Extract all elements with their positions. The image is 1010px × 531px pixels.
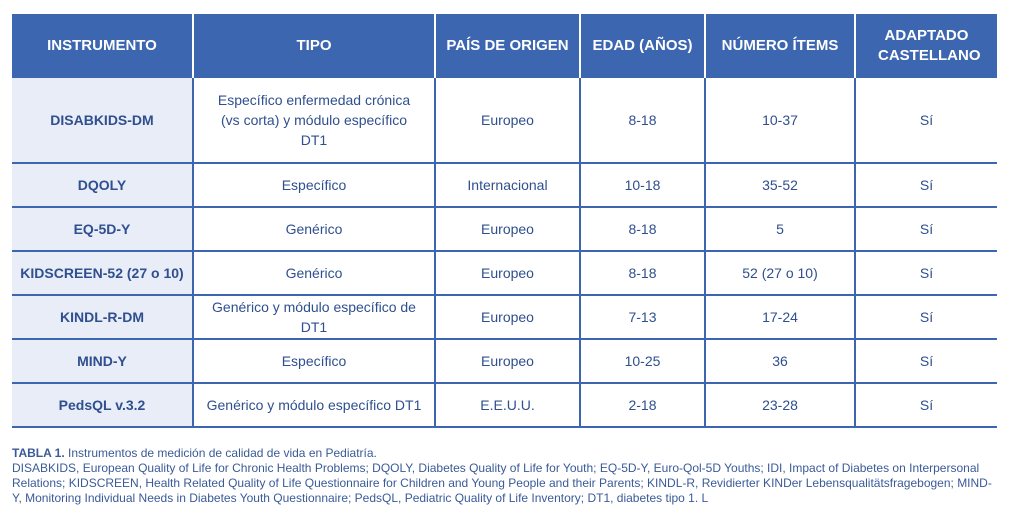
instruments-table-container: INSTRUMENTO TIPO PAÍS DE ORIGEN EDAD (AÑ… — [12, 14, 997, 428]
cell-tipo: Específico — [192, 163, 435, 208]
header-instrumento: INSTRUMENTO — [12, 14, 193, 78]
table-row: MIND-Y Específico Europeo 10-25 36 Sí — [12, 339, 997, 384]
caption-notes: DISABKIDS, European Quality of Life for … — [12, 461, 992, 505]
cell-items: 36 — [704, 339, 855, 384]
cell-edad: 8-18 — [579, 207, 705, 252]
header-edad: EDAD (AÑOS) — [579, 14, 705, 78]
cell-instrumento: KIDSCREEN-52 (27 o 10) — [12, 251, 193, 296]
cell-items: 35-52 — [704, 163, 855, 208]
cell-pais: Europeo — [434, 78, 580, 164]
cell-pais: Europeo — [434, 339, 580, 384]
cell-tipo: Genérico — [192, 251, 435, 296]
table-row: KINDL-R-DM Genérico y módulo específico … — [12, 295, 997, 340]
cell-tipo: Específico — [192, 339, 435, 384]
cell-edad: 2-18 — [579, 383, 705, 428]
cell-instrumento: MIND-Y — [12, 339, 193, 384]
cell-instrumento: EQ-5D-Y — [12, 207, 193, 252]
cell-pais: Internacional — [434, 163, 580, 208]
cell-tipo: Genérico — [192, 207, 435, 252]
header-tipo: TIPO — [192, 14, 435, 78]
cell-tipo: Genérico y módulo específico DT1 — [192, 383, 435, 428]
cell-pais: Europeo — [434, 295, 580, 340]
caption-label: TABLA 1. — [12, 446, 65, 460]
table-row: EQ-5D-Y Genérico Europeo 8-18 5 Sí — [12, 207, 997, 252]
cell-items: 5 — [704, 207, 855, 252]
cell-instrumento: KINDL-R-DM — [12, 295, 193, 340]
cell-items: 52 (27 o 10) — [704, 251, 855, 296]
cell-instrumento: PedsQL v.3.2 — [12, 383, 193, 428]
table-caption: TABLA 1. Instrumentos de medición de cal… — [12, 446, 997, 506]
cell-tipo: Específico enfermedad crónica (vs corta)… — [192, 78, 435, 164]
table-row: DQOLY Específico Internacional 10-18 35-… — [12, 163, 997, 208]
cell-items: 23-28 — [704, 383, 855, 428]
cell-adaptado: Sí — [854, 78, 997, 164]
table-row: KIDSCREEN-52 (27 o 10) Genérico Europeo … — [12, 251, 997, 296]
cell-pais: E.E.U.U. — [434, 383, 580, 428]
table-row: DISABKIDS-DM Específico enfermedad cróni… — [12, 78, 997, 164]
cell-edad: 8-18 — [579, 251, 705, 296]
header-adaptado-castellano: ADAPTADO CASTELLANO — [854, 14, 997, 78]
cell-edad: 10-18 — [579, 163, 705, 208]
table-row: PedsQL v.3.2 Genérico y módulo específic… — [12, 383, 997, 428]
cell-pais: Europeo — [434, 207, 580, 252]
cell-pais: Europeo — [434, 251, 580, 296]
cell-items: 17-24 — [704, 295, 855, 340]
caption-title-line: TABLA 1. Instrumentos de medición de cal… — [12, 446, 997, 461]
cell-edad: 10-25 — [579, 339, 705, 384]
cell-adaptado: Sí — [854, 207, 997, 252]
cell-instrumento: DQOLY — [12, 163, 193, 208]
cell-adaptado: Sí — [854, 251, 997, 296]
cell-items: 10-37 — [704, 78, 855, 164]
cell-adaptado: Sí — [854, 163, 997, 208]
cell-edad: 8-18 — [579, 78, 705, 164]
header-pais-origen: PAÍS DE ORIGEN — [434, 14, 580, 78]
cell-instrumento: DISABKIDS-DM — [12, 78, 193, 164]
instruments-table: INSTRUMENTO TIPO PAÍS DE ORIGEN EDAD (AÑ… — [12, 14, 997, 428]
cell-edad: 7-13 — [579, 295, 705, 340]
caption-title: Instrumentos de medición de calidad de v… — [64, 446, 377, 460]
cell-adaptado: Sí — [854, 295, 997, 340]
cell-adaptado: Sí — [854, 383, 997, 428]
table-header-row: INSTRUMENTO TIPO PAÍS DE ORIGEN EDAD (AÑ… — [12, 14, 997, 78]
cell-adaptado: Sí — [854, 339, 997, 384]
header-numero-items: NÚMERO ÍTEMS — [704, 14, 855, 78]
cell-tipo: Genérico y módulo específico de DT1 — [192, 295, 435, 340]
